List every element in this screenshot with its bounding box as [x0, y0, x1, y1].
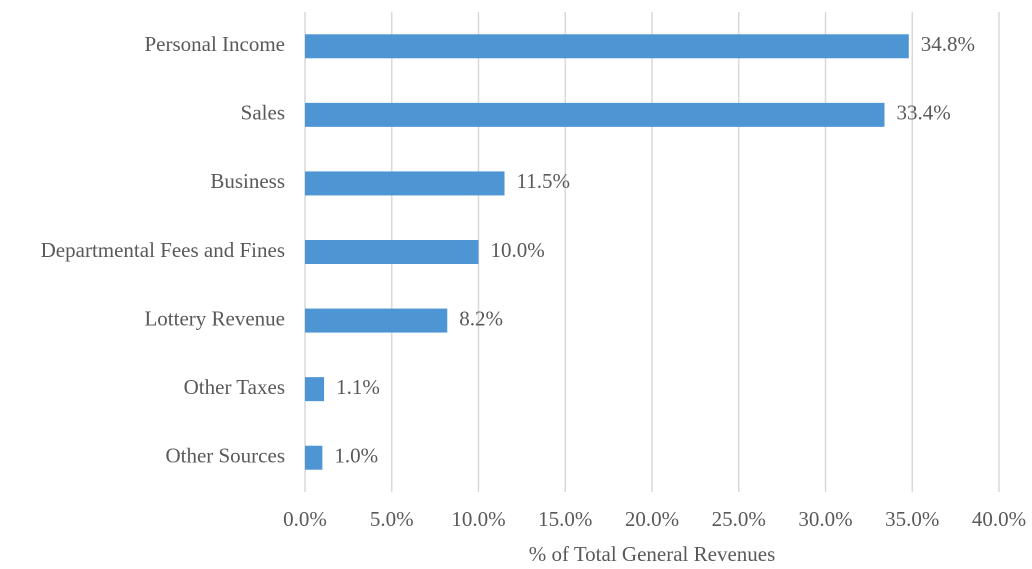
y-tick-label: Other Taxes	[184, 375, 285, 399]
bar	[305, 377, 325, 402]
data-label: 1.1%	[336, 375, 380, 399]
y-tick-label: Other Sources	[165, 444, 285, 468]
bar	[305, 240, 479, 264]
y-tick-label: Sales	[241, 101, 285, 125]
y-tick-label: Personal Income	[144, 32, 285, 56]
bar	[305, 171, 505, 196]
y-tick-label: Business	[210, 169, 285, 193]
bar	[305, 308, 448, 333]
x-tick-label: 15.0%	[538, 507, 592, 531]
x-tick-label: 35.0%	[885, 507, 939, 531]
x-tick-label: 10.0%	[451, 507, 505, 531]
x-tick-label: 20.0%	[625, 507, 679, 531]
x-axis-title: % of Total General Revenues	[529, 542, 776, 566]
y-tick-label: Lottery Revenue	[144, 306, 285, 330]
data-label: 34.8%	[921, 32, 975, 56]
data-label: 1.0%	[334, 444, 378, 468]
x-tick-label: 0.0%	[283, 507, 327, 531]
data-label: 10.0%	[491, 238, 545, 262]
x-tick-label: 30.0%	[798, 507, 852, 531]
data-label: 8.2%	[459, 306, 503, 330]
bar	[305, 445, 323, 470]
data-label: 33.4%	[896, 101, 950, 125]
x-tick-label: 40.0%	[972, 507, 1026, 531]
x-tick-label: 25.0%	[712, 507, 766, 531]
bar	[305, 102, 885, 127]
x-tick-label: 5.0%	[370, 507, 414, 531]
data-label: 11.5%	[517, 169, 570, 193]
bar	[305, 34, 909, 59]
y-tick-label: Departmental Fees and Fines	[41, 238, 285, 262]
